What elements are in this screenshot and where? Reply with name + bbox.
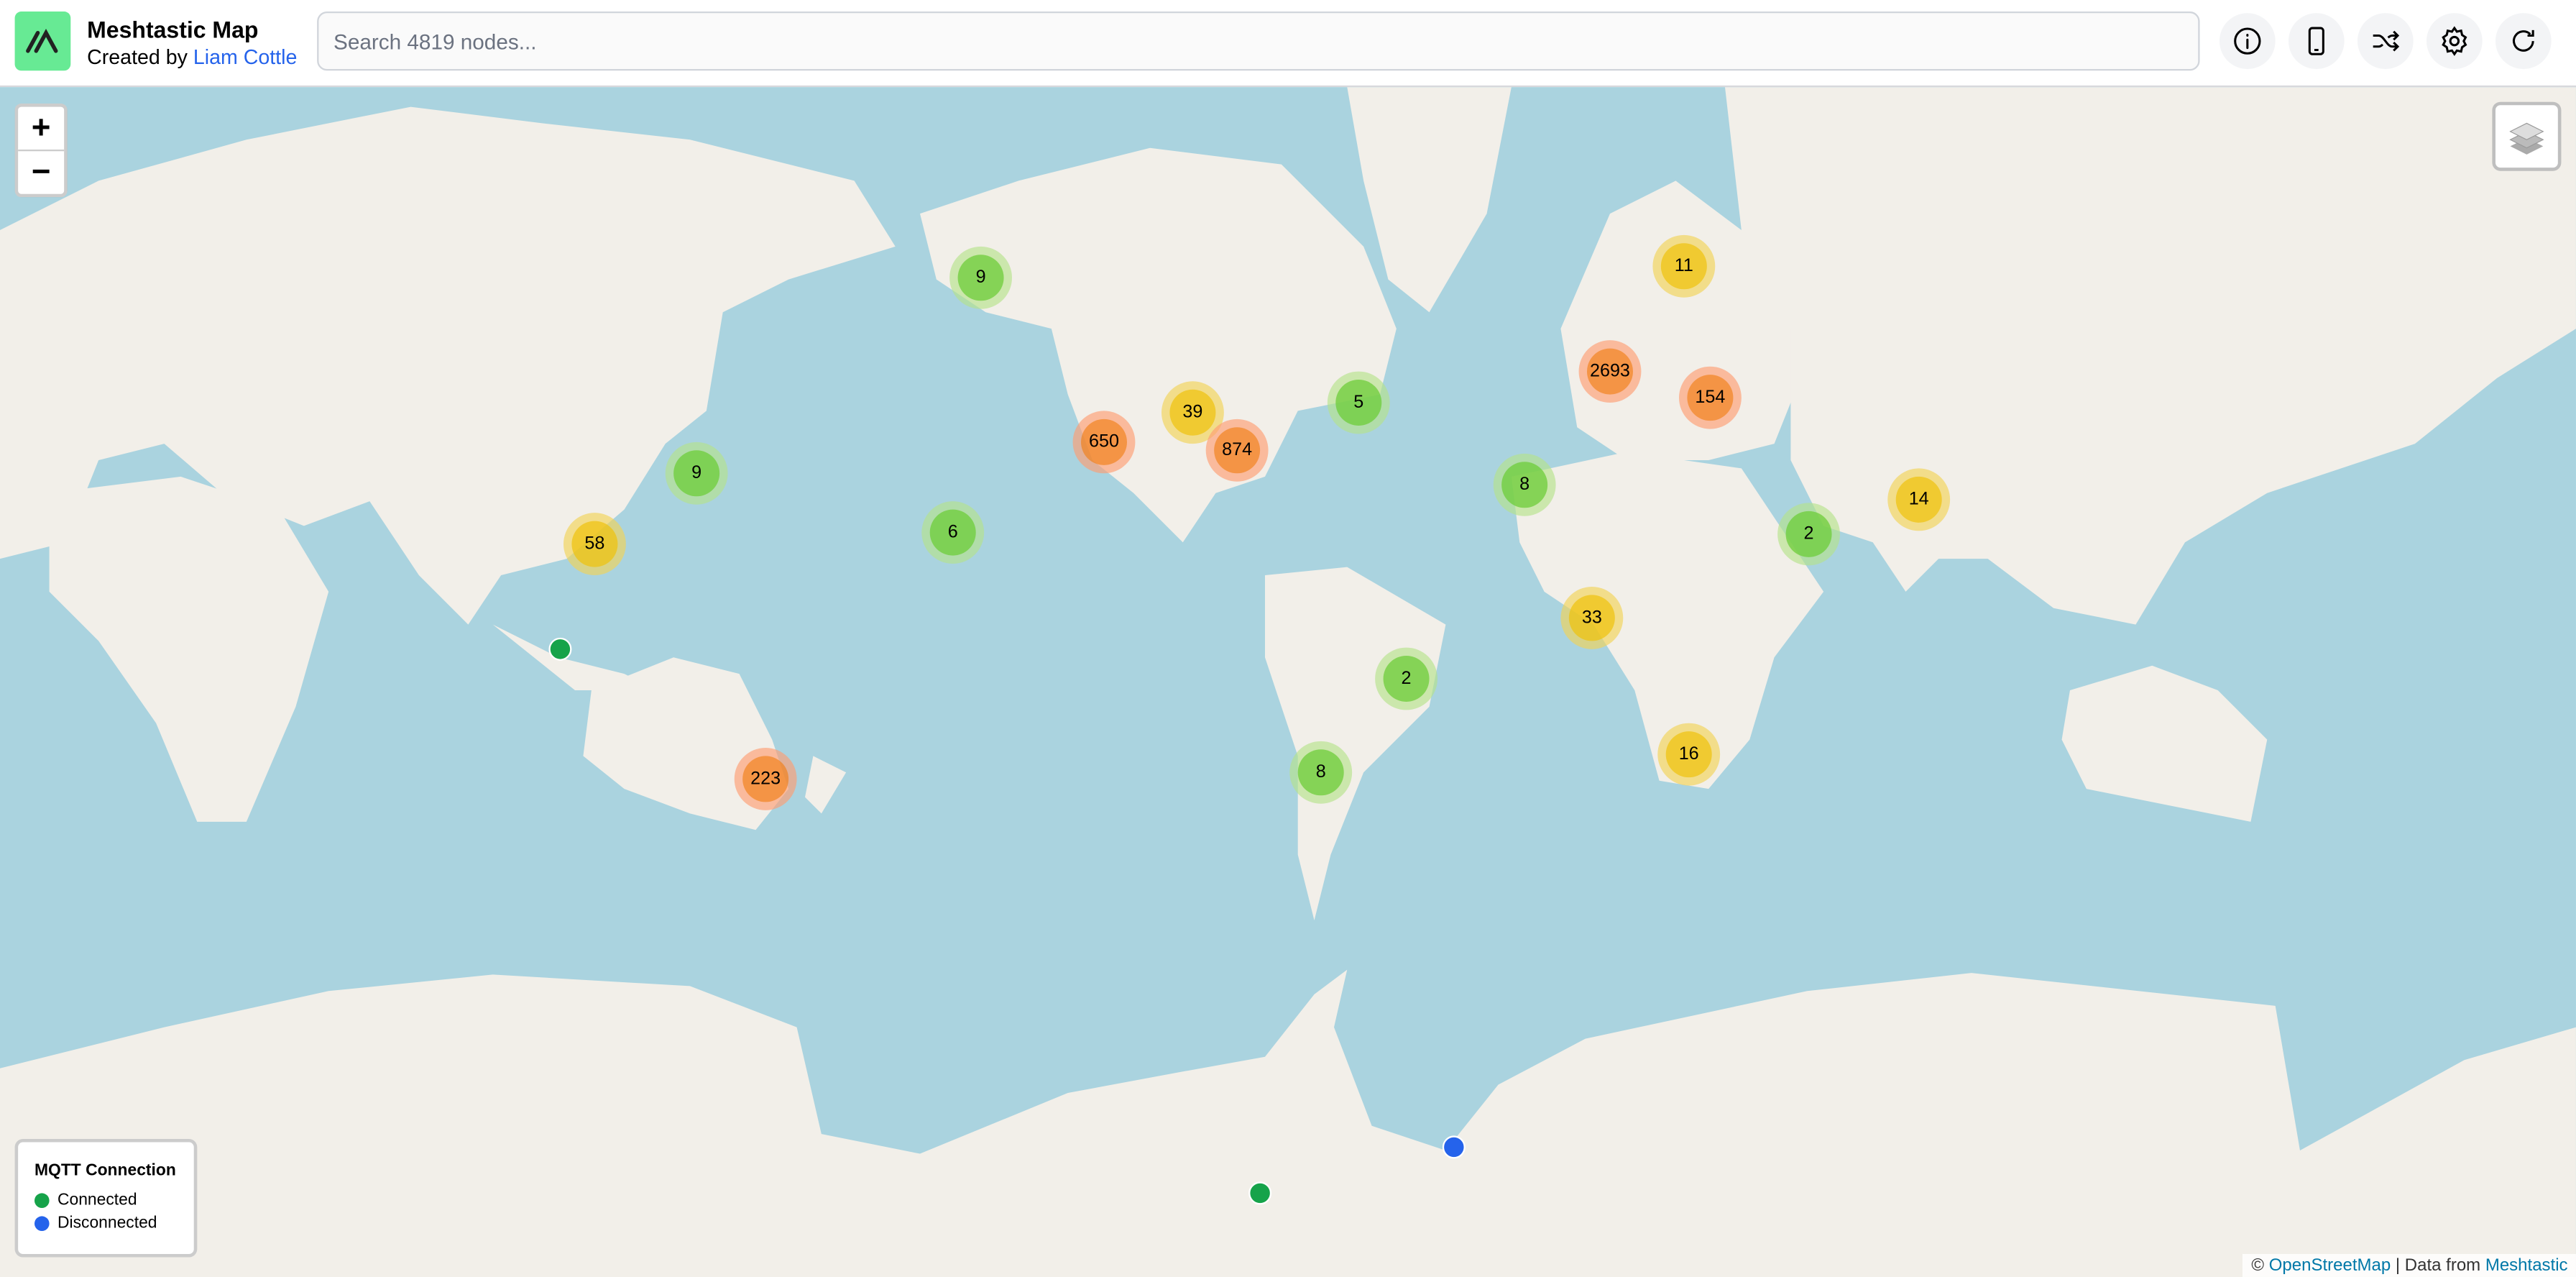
cluster-count: 650 [1080,418,1127,465]
subtitle-prefix: Created by [87,45,193,69]
author-link[interactable]: Liam Cottle [193,45,298,69]
node-cluster[interactable]: 14 [1887,468,1951,531]
node-cluster[interactable]: 9 [665,441,728,505]
node-cluster[interactable]: 650 [1072,411,1136,474]
header: Meshtastic Map Created by Liam Cottle [0,0,2576,88]
cluster-count: 2 [1383,655,1430,702]
node-marker-connected[interactable] [548,637,572,661]
mqtt-legend: MQTT Connection Connected Disconnected [14,1138,198,1258]
cluster-count: 874 [1214,427,1261,474]
phone-icon [2308,27,2324,55]
cluster-count: 2693 [1586,348,1633,395]
cluster-count: 9 [957,255,1004,301]
node-cluster[interactable]: 5 [1327,371,1390,434]
legend-label: Connected [57,1191,137,1210]
node-cluster[interactable]: 2 [1375,647,1438,710]
settings-button[interactable] [2426,13,2483,69]
node-cluster[interactable]: 9 [949,246,1012,309]
cluster-count: 14 [1895,476,1942,523]
shuffle-icon [2373,30,2400,52]
node-cluster[interactable]: 154 [1678,366,1742,429]
legend-item-connected: Connected [34,1191,178,1209]
node-cluster[interactable]: 8 [1289,741,1353,804]
legend-title: MQTT Connection [34,1161,176,1181]
attribution: © OpenStreetMap | Data from Meshtastic [2242,1253,2576,1277]
zoom-in-button[interactable]: + [18,107,65,152]
node-cluster[interactable]: 11 [1652,234,1716,298]
refresh-icon [2512,29,2534,52]
search-input[interactable] [317,11,2200,71]
node-cluster[interactable]: 6 [921,501,985,564]
reload-button[interactable] [2495,13,2552,69]
node-cluster[interactable]: 8 [1493,453,1556,516]
zoom-out-button[interactable]: − [31,153,51,190]
subtitle: Created by Liam Cottle [87,46,297,69]
cluster-count: 58 [571,521,618,567]
cluster-count: 8 [1501,462,1548,508]
cluster-count: 6 [929,509,976,556]
node-marker-disconnected[interactable] [1442,1135,1466,1159]
legend-item-disconnected: Disconnected [34,1214,178,1232]
zoom-control: + − [14,103,68,198]
info-button[interactable] [2219,13,2276,69]
cluster-count: 33 [1568,595,1615,641]
cluster-count: 223 [742,756,789,802]
disconnected-swatch-icon [34,1216,50,1231]
node-cluster[interactable]: 2 [1777,503,1840,566]
cluster-count: 9 [673,450,720,497]
app-title: Meshtastic Map [87,16,259,43]
node-cluster[interactable]: 874 [1205,418,1269,482]
cluster-count: 2 [1785,511,1832,557]
node-cluster[interactable]: 16 [1657,723,1721,786]
cluster-count: 11 [1660,243,1707,290]
shuffle-button[interactable] [2357,13,2414,69]
cluster-count: 5 [1335,379,1382,426]
node-cluster[interactable]: 33 [1560,586,1624,649]
layers-button[interactable] [2492,101,2562,171]
osm-link[interactable]: OpenStreetMap [2268,1255,2391,1276]
attribution-separator: | Data from [2391,1255,2485,1276]
node-cluster[interactable]: 58 [563,513,626,575]
device-button[interactable] [2288,13,2345,69]
map[interactable]: + − 9 11 2693 154 5 39 650 874 9 8 14 58… [0,87,2576,1277]
cluster-count: 39 [1169,389,1216,436]
legend-label: Disconnected [57,1214,157,1233]
info-icon [2234,27,2261,55]
layers-icon [2509,122,2544,155]
node-marker-connected[interactable] [1248,1181,1272,1205]
cluster-count: 16 [1665,731,1712,778]
meshtastic-link[interactable]: Meshtastic [2485,1255,2568,1276]
world-basemap [0,87,2576,1277]
connected-swatch-icon [34,1193,50,1208]
cluster-count: 8 [1297,749,1344,796]
node-cluster[interactable]: 223 [734,747,797,810]
cluster-count: 154 [1687,375,1734,421]
gear-icon [2442,26,2467,56]
meshtastic-logo [14,11,71,71]
node-cluster[interactable]: 2693 [1578,340,1642,403]
copyright: © [2251,1255,2269,1276]
